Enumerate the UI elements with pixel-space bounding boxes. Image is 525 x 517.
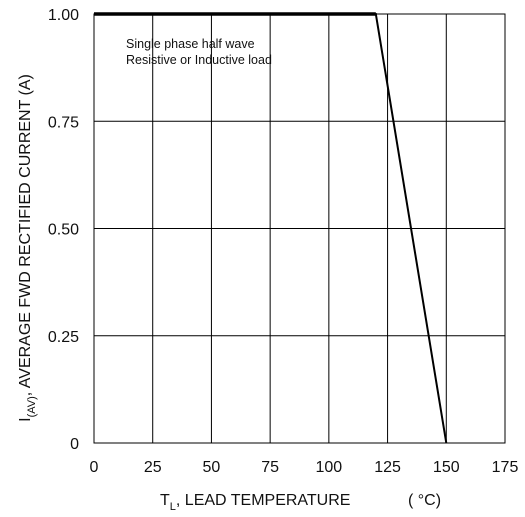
x-axis-label-rest: , LEAD TEMPERATURE [176,492,351,509]
x-tick-label-6: 150 [433,459,460,476]
grid-lines [93,13,506,444]
x-tick-label-1: 25 [144,459,162,476]
x-axis-label-unit: ( °C) [408,492,441,509]
y-axis-label-main: I [17,417,34,421]
y-tick-label-0: 0 [70,436,79,453]
x-tick-label-5: 125 [374,459,401,476]
y-axis-label: I(AV), AVERAGE FWD RECTIFIED CURRENT (A) [17,74,38,422]
x-tick-label-0: 0 [90,459,99,476]
y-tick-label-4: 1.00 [48,7,79,24]
x-tick-label-7: 175 [492,459,519,476]
x-tick-label-3: 75 [261,459,279,476]
x-axis-label: TL, LEAD TEMPERATURE ( °C) [160,492,441,513]
y-axis-label-rest: , AVERAGE FWD RECTIFIED CURRENT (A) [17,74,34,396]
x-tick-label-4: 100 [316,459,343,476]
annotation-line-1: Single phase half wave [126,37,255,51]
x-axis-label-main: T [160,492,170,509]
x-axis-label-sub: L [170,501,176,513]
y-axis-label-sub: (AV) [26,396,38,417]
x-tick-labels: 0 25 50 75 100 125 150 175 [90,459,519,476]
y-tick-label-2: 0.50 [48,222,79,239]
y-tick-labels: 0 0.25 0.50 0.75 1.00 [48,7,79,453]
y-tick-label-1: 0.25 [48,329,79,346]
annotation-line-2: Resistive or Inductive load [126,53,272,67]
y-tick-label-3: 0.75 [48,114,79,131]
x-tick-label-2: 50 [203,459,221,476]
